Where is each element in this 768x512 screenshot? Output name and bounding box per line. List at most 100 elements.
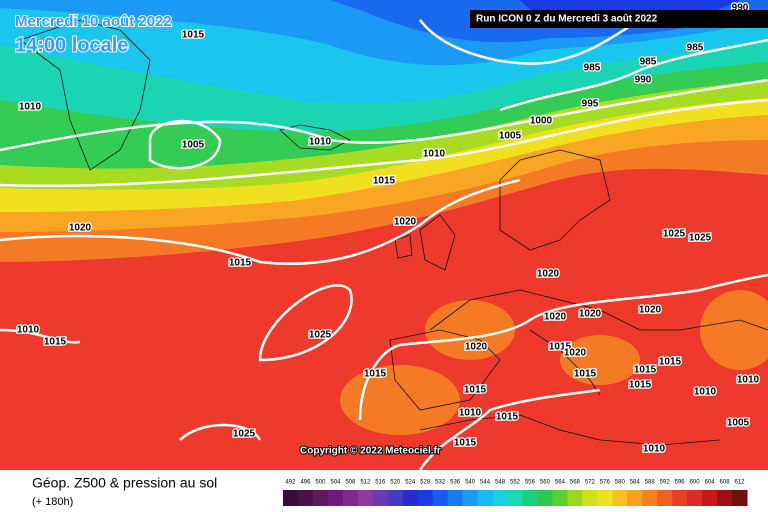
colorbar-label: 528 xyxy=(420,480,431,486)
colorbar-cell xyxy=(582,490,598,506)
colorbar-label: 580 xyxy=(615,480,626,486)
isobar-label: 1010 xyxy=(423,149,446,160)
isobar-label: 1015 xyxy=(496,412,519,423)
colorbar-label: 556 xyxy=(525,480,536,486)
colorbar-cell xyxy=(447,490,464,506)
isobar-label: 1010 xyxy=(737,375,760,386)
colorbar-cell xyxy=(507,490,523,506)
isobar-label: 1015 xyxy=(464,385,487,396)
colorbar-cell xyxy=(462,490,479,506)
colorbar-label: 576 xyxy=(600,480,611,486)
colorbar-cell xyxy=(387,490,404,506)
colorbar-cell xyxy=(342,490,359,506)
colorbar-cell xyxy=(642,490,658,506)
isobar-label: 1015 xyxy=(659,357,682,368)
colorbar-cell xyxy=(657,490,673,506)
colorbar-label: 524 xyxy=(405,480,416,486)
colorbar-cell xyxy=(537,490,553,506)
colorbar-cell xyxy=(567,490,583,506)
isobars xyxy=(0,13,768,471)
colorbar-label: 496 xyxy=(300,480,311,486)
isobar-label: 1020 xyxy=(465,342,488,353)
run-box xyxy=(470,10,768,28)
field xyxy=(0,0,768,470)
colorbar-cell xyxy=(492,490,509,506)
isobar-label: 1010 xyxy=(19,102,42,113)
forecast-date: Mercredi 10 août 2022 xyxy=(15,13,172,30)
colorbar-label: 608 xyxy=(720,480,731,486)
isobar-label: 985 xyxy=(584,63,601,74)
colorbar-cell xyxy=(687,490,703,506)
colorbar-label: 548 xyxy=(495,480,506,486)
isobar-label: 1010 xyxy=(694,387,717,398)
colorbar-cell xyxy=(522,490,538,506)
colorbar-label: 504 xyxy=(330,480,341,486)
isobar-label: 1015 xyxy=(229,258,252,269)
colorbar-label: 540 xyxy=(465,480,476,486)
isobar-label: 1005 xyxy=(727,418,750,429)
coastlines xyxy=(19,19,768,446)
forecast-time: 14:00 locale xyxy=(15,34,128,56)
colorbar-label: 568 xyxy=(570,480,581,486)
isobar-label: 985 xyxy=(687,43,704,54)
colorbar-label: 500 xyxy=(315,480,326,486)
colorbar-cell xyxy=(732,490,748,506)
isobar-label: 1025 xyxy=(689,233,712,244)
colorbar-label: 520 xyxy=(390,480,401,486)
isobar-label: 1015 xyxy=(454,438,477,449)
colorbar-label: 532 xyxy=(435,480,446,486)
colorbar-label: 604 xyxy=(705,480,716,486)
isobar-label: 1015 xyxy=(549,342,572,353)
colorbar-cell xyxy=(372,490,389,506)
isobar-label: 990 xyxy=(635,75,652,86)
colorbar-cell xyxy=(717,490,733,506)
copyright: Copyright © 2022 Meteociel.fr xyxy=(300,446,441,457)
isobar-label: 1010 xyxy=(309,137,332,148)
colorbar-cell xyxy=(477,490,494,506)
isobar-label: 995 xyxy=(582,99,599,110)
colorbar-cell xyxy=(702,490,718,506)
isobar-label: 1020 xyxy=(69,223,92,234)
footer-lead: (+ 180h) xyxy=(32,496,73,508)
isobar-label: 1025 xyxy=(309,330,332,341)
colorbar-label: 572 xyxy=(585,480,596,486)
colorbar-label: 516 xyxy=(375,480,386,486)
isobar-label: 1005 xyxy=(182,140,205,151)
colorbar: 492 496 500 504 508 512 516 520 524 528 532 536 540 5… xyxy=(283,480,748,506)
colorbar-label: 536 xyxy=(450,480,461,486)
colorbar-label: 512 xyxy=(360,480,371,486)
isobar-label: 1010 xyxy=(17,325,40,336)
isobar-label: 1020 xyxy=(639,305,662,316)
colorbar-label: 564 xyxy=(555,480,566,486)
colorbar-cell xyxy=(597,490,613,506)
isobar-label: 985 xyxy=(640,57,657,68)
isobar-label: 1020 xyxy=(394,217,417,228)
isobar-label: 1020 xyxy=(564,348,587,359)
colorbar-label: 588 xyxy=(645,480,656,486)
isobar-label: 1010 xyxy=(459,408,482,419)
isobar-label: 1015 xyxy=(574,369,597,380)
isobar-label: 1015 xyxy=(629,380,652,391)
colorbar-label: 592 xyxy=(660,480,671,486)
isobar-label: 1010 xyxy=(643,444,666,455)
run-info: Run ICON 0 Z du Mercredi 3 août 2022 xyxy=(476,14,658,25)
colorbar-cell xyxy=(357,490,374,506)
isobar-label: 1015 xyxy=(634,365,657,376)
isobar-label: 1015 xyxy=(44,337,67,348)
colorbar-cell xyxy=(612,490,628,506)
isobar-label: 1025 xyxy=(233,429,256,440)
colorbar-label: 544 xyxy=(480,480,491,486)
colorbar-cell xyxy=(672,490,688,506)
colorbar-label: 596 xyxy=(675,480,686,486)
colorbar-cell xyxy=(627,490,643,506)
colorbar-label: 612 xyxy=(735,480,746,486)
colorbar-label: 560 xyxy=(540,480,551,486)
colorbar-cell xyxy=(327,490,344,506)
isobar-label: 1025 xyxy=(663,229,686,240)
isobar-label: 1020 xyxy=(544,312,567,323)
colorbar-label: 552 xyxy=(510,480,521,486)
colorbar-cell xyxy=(297,490,314,506)
colorbar-cell xyxy=(432,490,449,506)
